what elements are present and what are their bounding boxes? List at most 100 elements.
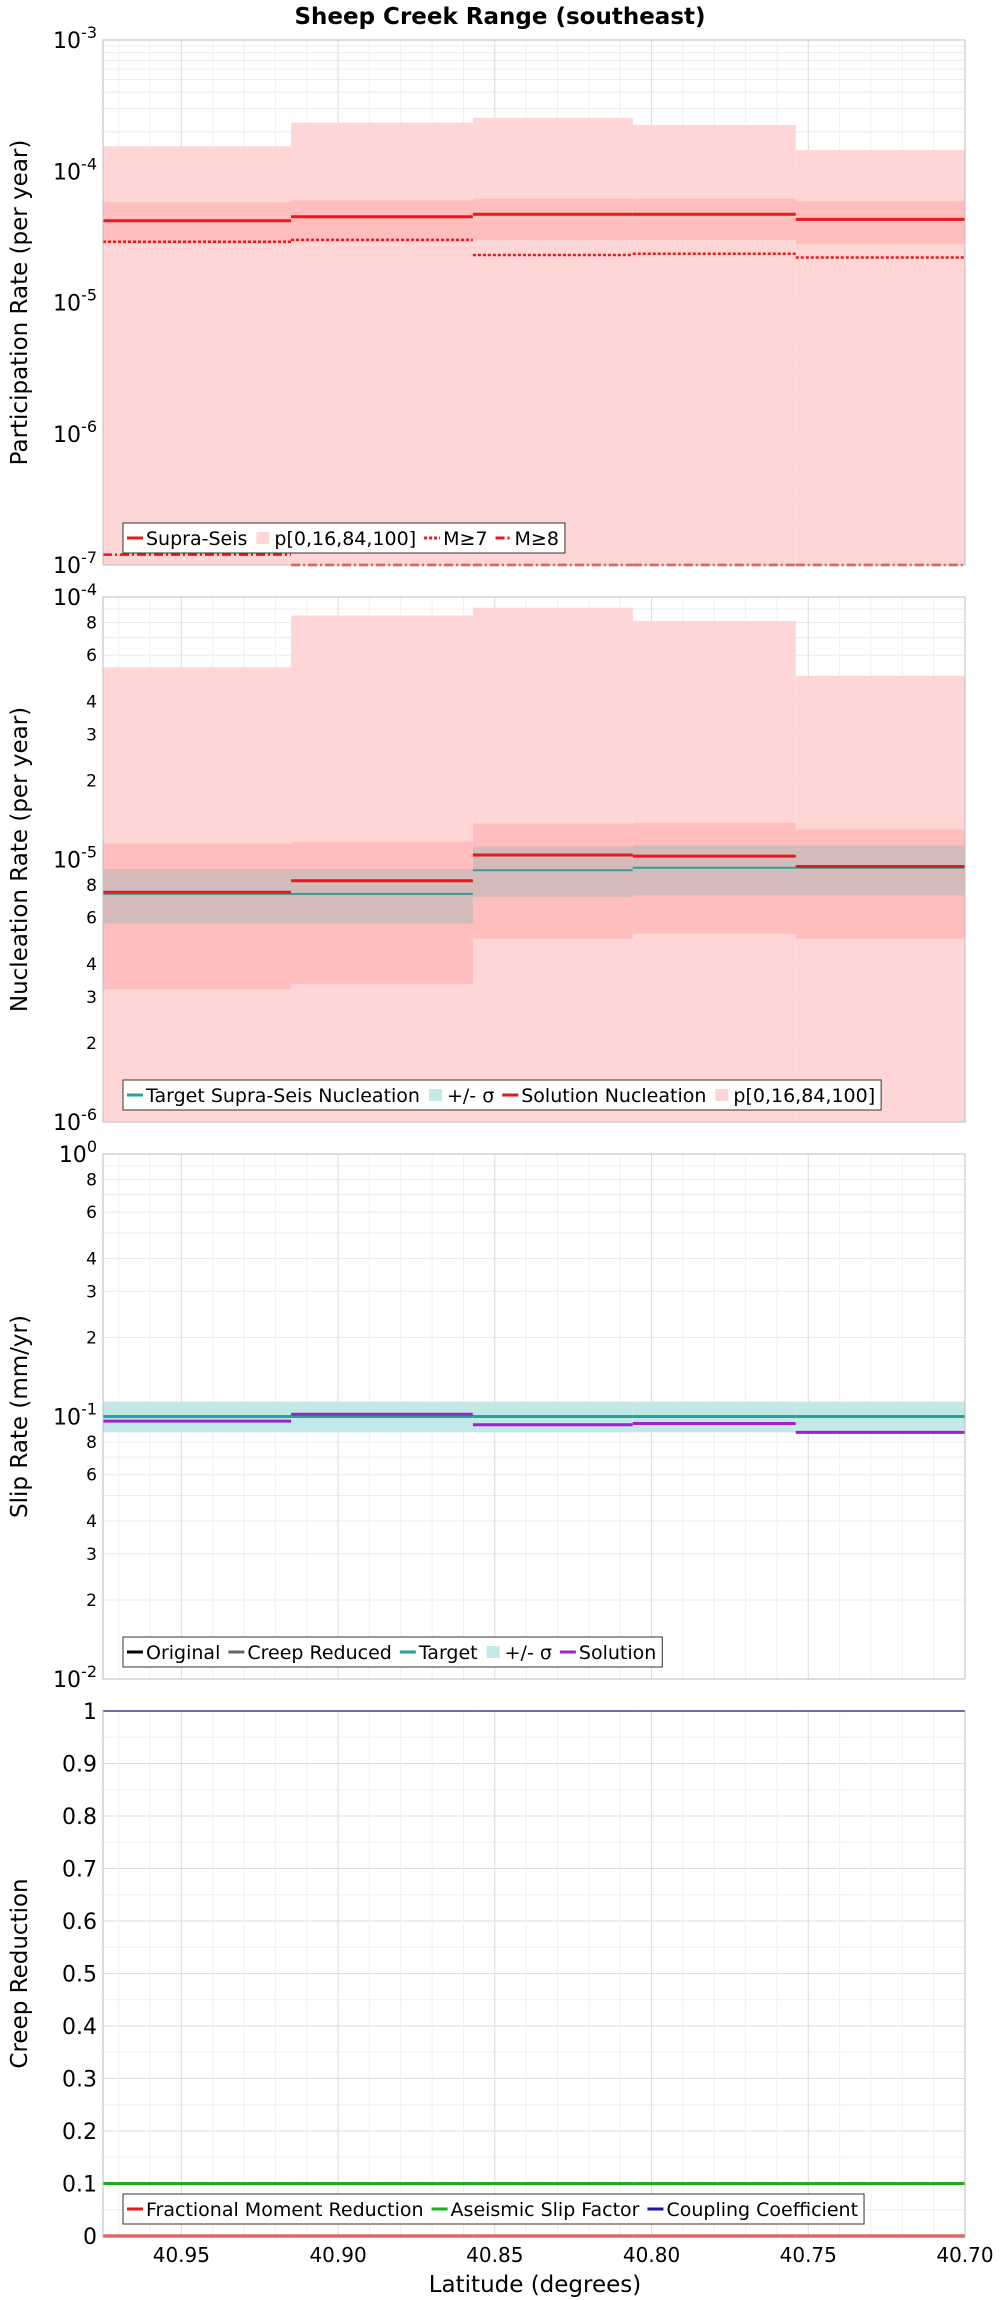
y-tick-exponent: -7 [81,548,97,567]
band-p[0,16,84,100] [103,117,965,566]
legend: Supra-Seis p[0,16,84,100] M≥7 M≥8 [122,522,566,554]
plot-frame [102,1710,966,2237]
y-tick-label: 2 [86,1328,97,1348]
y-axis-title: Slip Rate (mm/yr) [7,1315,33,1518]
y-tick-label: 3 [86,725,97,745]
y-tick-exponent: -4 [81,580,97,599]
y-tick-base: 10 [53,1111,81,1136]
y-tick-label: 3 [86,1282,97,1302]
y-tick-label: 10-4 [53,154,97,185]
y-tick-label: 3 [86,988,97,1008]
legend-label: Target Supra-Seis Nucleation [145,1085,420,1107]
grid [103,1710,966,2237]
y-tick-label: 0.9 [62,1753,97,1778]
y-tick-exponent: 0 [87,1137,97,1156]
y-tick-base: 10 [53,586,81,611]
x-ticks: 40.95 40.90 40.85 40.80 40.75 40.70 [153,2243,994,2267]
y-tick-label: 10-6 [53,417,97,448]
y-tick-base: 10 [53,554,81,579]
y-tick-label: 0.8 [62,1805,97,1830]
band-segment [795,201,965,244]
y-tick-label: 8 [86,876,97,896]
band-segment [632,125,796,565]
y-tick-label: 8 [86,1433,97,1453]
legend-box [122,522,566,554]
x-tick-label: 40.70 [936,2243,993,2267]
legend-label: Original [146,1642,220,1664]
legend-label: Coupling Coefficient [666,2199,858,2221]
y-tick-exponent: -2 [81,1662,97,1681]
y-ticks: 10-710-610-510-410-3 [53,23,97,579]
y-tick-label: 0 [83,2225,97,2250]
band-segment [472,198,633,240]
y-axis-title: Participation Rate (per year) [7,140,33,466]
y-tick-label: 4 [86,1512,97,1532]
legend-label: Creep Reduced [247,1642,391,1664]
y-tick-label: 10-5 [53,286,97,317]
band-segment [795,845,965,896]
y-tick-label: 8 [86,1170,97,1190]
y-tick-label: 10-1 [53,1400,97,1431]
y-tick-label: 2 [86,771,97,791]
band-segment [103,202,292,244]
y-tick-base: 10 [53,292,81,317]
legend-box [122,1079,882,1111]
y-tick-label: 6 [86,1203,97,1223]
series-Solution [103,1412,965,1434]
legend-label: Target [418,1642,478,1664]
y-tick-base: 10 [53,849,81,874]
legend-label: M≥7 [443,528,487,550]
band-+/- σ [103,845,965,924]
x-tick-label: 40.90 [309,2243,366,2267]
legend-box [122,2193,865,2225]
y-tick-label: 10-3 [53,23,97,54]
y-tick-base: 10 [53,160,81,185]
y-tick-base: 10 [59,1143,87,1168]
y-tick-label: 3 [86,1545,97,1565]
y-tick-label: 10-5 [53,843,97,874]
y-tick-base: 10 [53,1406,81,1431]
y-tick-exponent: -5 [81,843,97,862]
y-tick-label: 0.1 [62,2173,97,2198]
legend-label: M≥8 [515,528,559,550]
y-axis-title: Nucleation Rate (per year) [7,707,33,1012]
plot-frame [102,1153,966,1680]
y-tick-exponent: -4 [81,154,97,173]
legend-label: Supra-Seis [146,528,247,550]
y-tick-label: 6 [86,1466,97,1486]
y-tick-label: 10-2 [53,1662,97,1693]
y-tick-label: 10-7 [53,548,97,579]
legend-swatch [256,532,270,544]
legend-swatch [428,1089,442,1101]
band-segment [291,122,473,566]
band-segment [632,198,796,240]
x-tick-label: 40.80 [623,2243,680,2267]
y-tick-label: 0.3 [62,2068,97,2093]
x-tick-label: 40.75 [780,2243,837,2267]
legend-label: p[0,16,84,100] [274,528,416,550]
y-tick-label: 2 [86,1591,97,1611]
band-p16-84 [103,198,965,244]
y-tick-label: 10-6 [53,1105,97,1136]
legend-label: Solution [579,1642,656,1664]
y-ticks: 0 0.1 0.2 0.3 0.4 0.5 0.6 0.7 0.8 0.9 1 [62,1700,97,2250]
y-tick-label: 6 [86,909,97,929]
legend: Target Supra-Seis Nucleation +/- σ Solutio… [122,1079,882,1111]
y-axis-title: Creep Reduction [7,1878,33,2068]
legend-label: Aseismic Slip Factor [451,2199,640,2221]
legend: Original Creep Reduced Target +/- σ Solution [122,1636,663,1668]
x-tick-label: 40.85 [466,2243,523,2267]
series-Supra-Seis [103,212,965,223]
series-Solution Nucleation [103,853,965,894]
y-tick-label: 4 [86,955,97,975]
y-tick-label: 2 [86,1034,97,1054]
band-segment [632,845,796,896]
band-segment [472,117,633,565]
